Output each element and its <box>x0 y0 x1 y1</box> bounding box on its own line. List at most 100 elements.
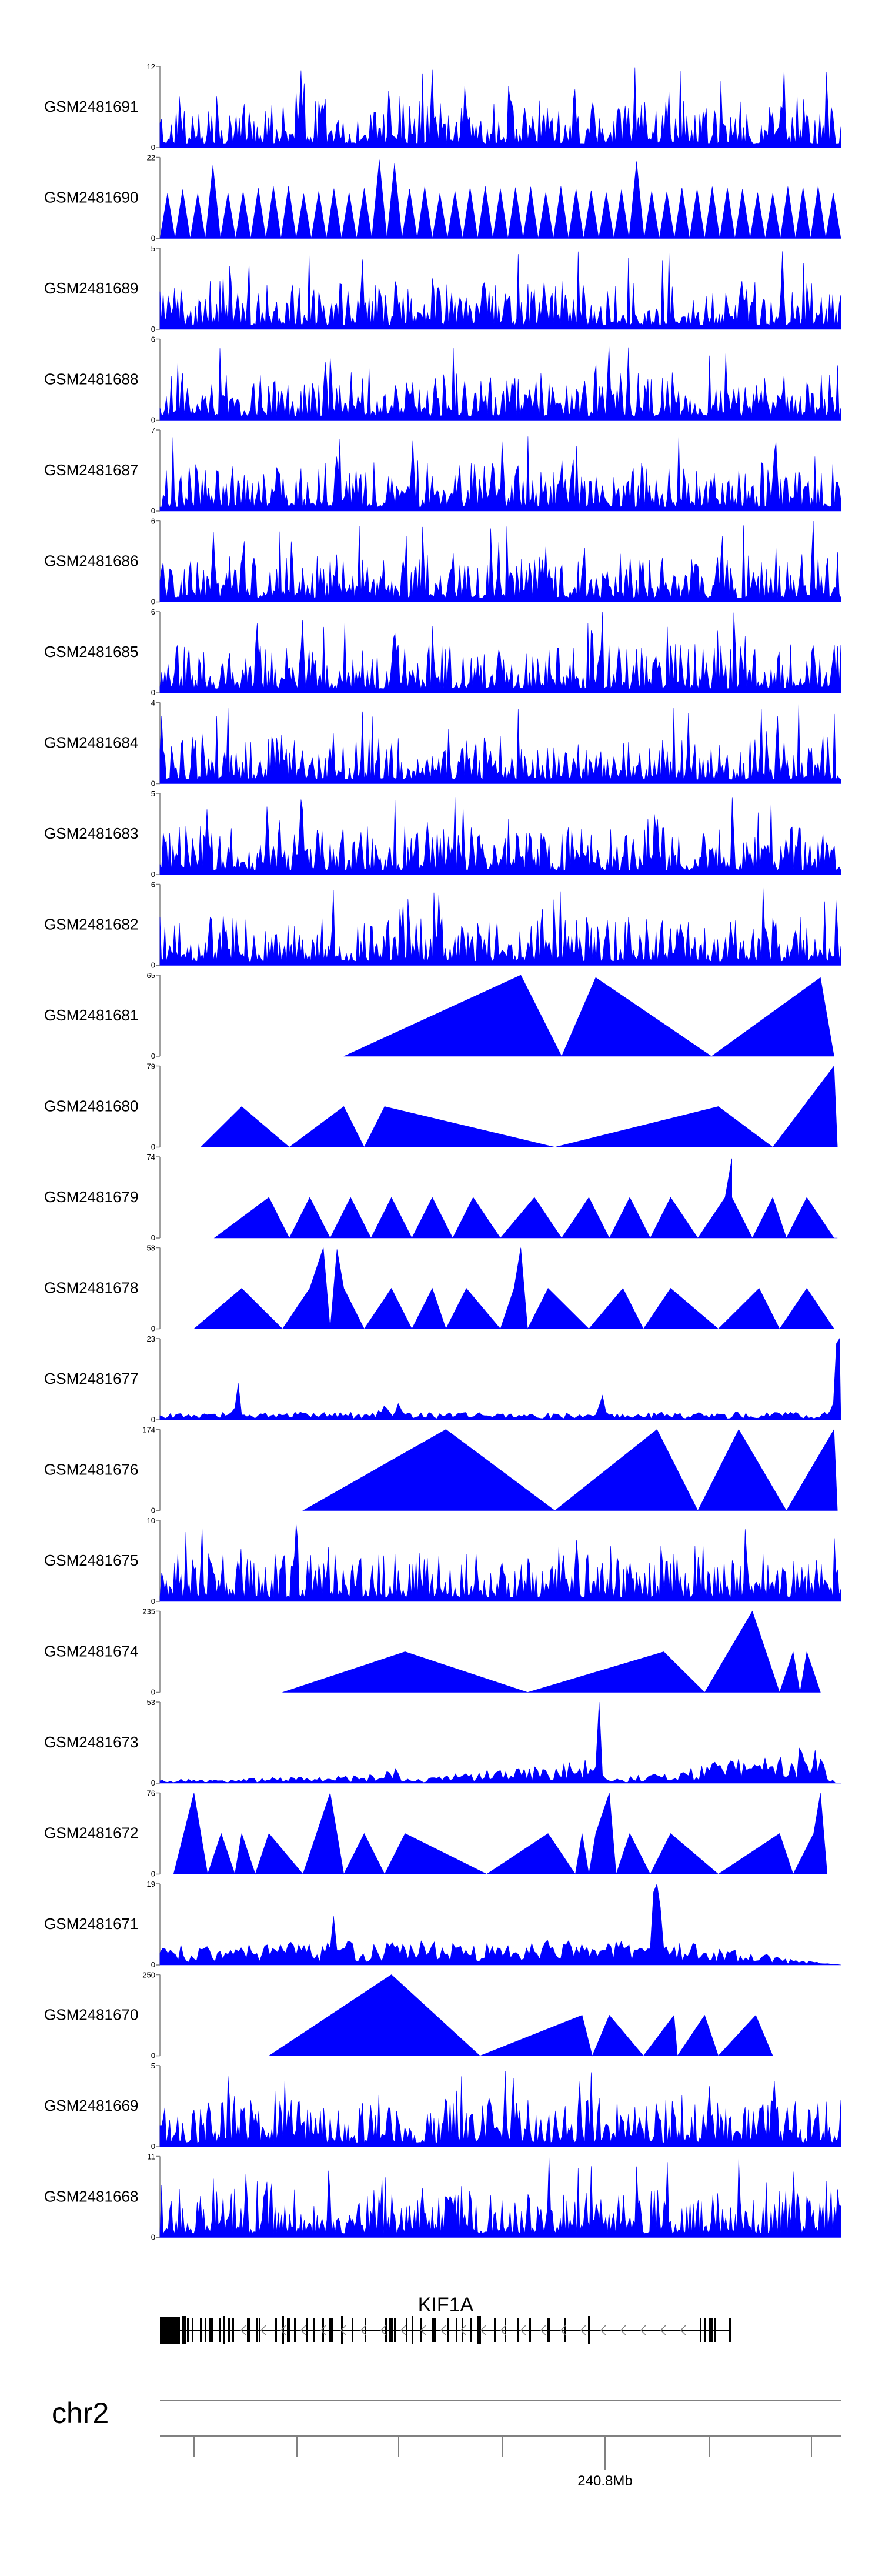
gene-exon <box>529 2318 531 2342</box>
coverage-area-GSM2481687 <box>159 436 841 512</box>
gene-exon <box>247 2318 250 2342</box>
strand-arrow-icon <box>580 2325 586 2335</box>
gene-exon <box>160 2317 180 2344</box>
y-tick-max-label: 23 <box>147 1334 155 1343</box>
y-tick-max-label: 5 <box>151 2061 155 2070</box>
chromosome-axis: chr2 240.8Mb <box>52 2397 841 2489</box>
gene-track: KIF1A <box>160 2294 731 2344</box>
y-tick-max-label: 79 <box>147 1062 155 1071</box>
gene-model <box>160 2316 731 2344</box>
track-label: GSM2481681 <box>44 1006 138 1024</box>
y-tick-min-label: 0 <box>151 1506 155 1515</box>
track-GSM2481672: GSM2481672 76 0 <box>44 1789 828 1878</box>
gene-exon <box>588 2316 590 2344</box>
strand-arrow-icon <box>660 2325 666 2335</box>
track-label: GSM2481676 <box>44 1461 138 1479</box>
y-tick-max-label: 6 <box>151 608 155 616</box>
gene-exon <box>494 2318 496 2342</box>
track-label: GSM2481689 <box>44 279 138 297</box>
y-tick-max-label: 76 <box>147 1789 155 1798</box>
gene-exon <box>187 2318 189 2342</box>
gene-exon <box>505 2318 506 2342</box>
gene-exon <box>192 2318 193 2342</box>
y-tick-min-label: 0 <box>151 1143 155 1152</box>
gene-exon <box>517 2318 519 2342</box>
coverage-area-GSM2481674 <box>282 1610 821 1693</box>
strand-arrow-icon <box>540 2325 546 2335</box>
gene-exon <box>322 2318 324 2342</box>
track-GSM2481675: GSM2481675 10 0 <box>44 1516 841 1606</box>
track-label: GSM2481673 <box>44 1733 138 1751</box>
y-tick-min-label: 0 <box>151 1778 155 1787</box>
strand-arrow-icon <box>340 2325 346 2335</box>
gene-exon <box>412 2316 413 2344</box>
track-GSM2481673: GSM2481673 53 0 <box>44 1698 841 1787</box>
track-label: GSM2481674 <box>44 1643 138 1660</box>
gene-exon <box>432 2318 436 2342</box>
track-GSM2481680: GSM2481680 79 0 <box>44 1062 838 1152</box>
y-tick-min-label: 0 <box>151 961 155 970</box>
gene-exon <box>547 2318 550 2342</box>
y-tick-min-label: 0 <box>151 2142 155 2151</box>
y-tick-max-label: 7 <box>151 426 155 435</box>
gene-exon <box>256 2318 258 2342</box>
y-tick-min-label: 0 <box>151 506 155 515</box>
gene-exon <box>385 2318 387 2342</box>
gene-exon <box>714 2318 716 2342</box>
strand-arrow-icon <box>680 2325 686 2335</box>
track-label: GSM2481675 <box>44 1551 138 1569</box>
y-tick-max-label: 6 <box>151 335 155 344</box>
y-tick-min-label: 0 <box>151 688 155 697</box>
gene-exon <box>294 2318 296 2342</box>
y-tick-max-label: 250 <box>142 1971 155 1980</box>
track-GSM2481669: GSM2481669 5 0 <box>44 2061 841 2151</box>
y-tick-min-label: 0 <box>151 143 155 152</box>
track-label: GSM2481672 <box>44 1824 138 1842</box>
strand-arrow-icon <box>480 2325 486 2335</box>
y-tick-min-label: 0 <box>151 1870 155 1878</box>
y-tick-min-label: 0 <box>151 1324 155 1333</box>
gene-exon <box>341 2316 343 2344</box>
track-label: GSM2481685 <box>44 643 138 660</box>
strand-arrow-icon <box>500 2325 506 2335</box>
coverage-area-GSM2481684 <box>159 703 841 784</box>
y-tick-min-label: 0 <box>151 2051 155 2060</box>
y-tick-max-label: 6 <box>151 880 155 889</box>
track-label: GSM2481670 <box>44 2006 138 2024</box>
coverage-area-GSM2481672 <box>173 1793 828 1875</box>
track-GSM2481687: GSM2481687 7 0 <box>44 426 841 515</box>
coverage-area-GSM2481682 <box>159 887 841 966</box>
y-tick-min-label: 0 <box>151 1052 155 1060</box>
track-GSM2481671: GSM2481671 19 0 <box>44 1880 841 1969</box>
strand-arrow-icon <box>240 2325 246 2335</box>
coverage-area-GSM2481680 <box>200 1065 838 1148</box>
genome-axis-tick-label: 240.8Mb <box>577 2473 632 2489</box>
strand-arrow-icon <box>420 2325 426 2335</box>
coverage-area-GSM2481685 <box>159 612 841 693</box>
coverage-tracks: GSM2481691120GSM2481690220GSM248168950GS… <box>44 62 841 2242</box>
strand-arrow-icon <box>280 2325 286 2335</box>
track-label: GSM2481669 <box>44 2097 138 2114</box>
track-GSM2481684: GSM2481684 4 0 <box>44 699 841 788</box>
track-GSM2481674: GSM2481674 235 0 <box>44 1607 821 1697</box>
strand-arrow-icon <box>360 2325 366 2335</box>
gene-exon <box>306 2318 308 2342</box>
gene-exon <box>394 2318 396 2342</box>
gene-exon <box>200 2318 202 2342</box>
track-GSM2481686: GSM2481686 6 0 <box>44 517 841 606</box>
track-GSM2481683: GSM2481683 5 0 <box>44 789 841 879</box>
coverage-area-GSM2481675 <box>159 1523 841 1602</box>
chromosome-label: chr2 <box>52 2397 109 2430</box>
gene-exon <box>223 2316 225 2344</box>
track-label: GSM2481677 <box>44 1370 138 1387</box>
track-label: GSM2481671 <box>44 1915 138 1933</box>
gene-exon <box>470 2318 472 2342</box>
coverage-area-GSM2481676 <box>302 1429 838 1511</box>
track-GSM2481679: GSM2481679 74 0 <box>44 1153 838 1242</box>
coverage-area-GSM2481678 <box>193 1247 834 1330</box>
gene-exon <box>406 2318 407 2342</box>
coverage-area-GSM2481688 <box>159 346 841 421</box>
gene-exon <box>282 2316 284 2344</box>
track-label: GSM2481684 <box>44 734 138 752</box>
coverage-area-GSM2481669 <box>159 2071 841 2147</box>
